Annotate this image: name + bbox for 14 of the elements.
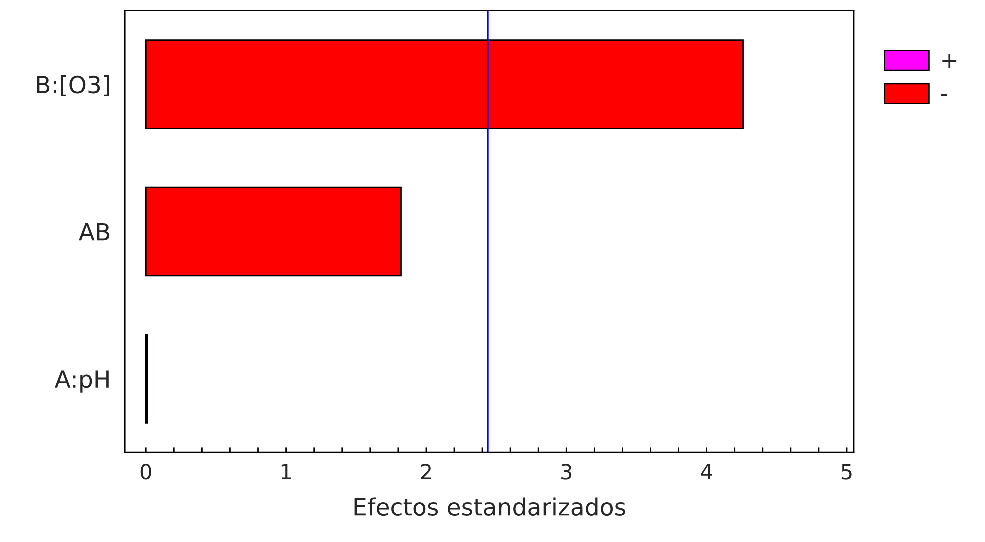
y-tick-label: A:pH <box>54 370 109 393</box>
bar <box>145 186 402 277</box>
legend-label: + <box>942 54 957 68</box>
bar <box>145 40 744 130</box>
x-tick-label: 5 <box>842 464 852 480</box>
x-axis-title: Efectos estandarizados <box>354 498 626 516</box>
x-tick-label: 1 <box>282 464 291 480</box>
x-tick-label: 2 <box>421 464 432 480</box>
y-tick-label: B:[O3] <box>37 75 110 97</box>
x-tick-label: 0 <box>140 464 152 480</box>
x-tick-label: 3 <box>562 464 572 480</box>
y-tick-label: AB <box>79 223 110 241</box>
legend-label: - <box>941 94 948 96</box>
x-tick-label: 4 <box>701 464 712 480</box>
